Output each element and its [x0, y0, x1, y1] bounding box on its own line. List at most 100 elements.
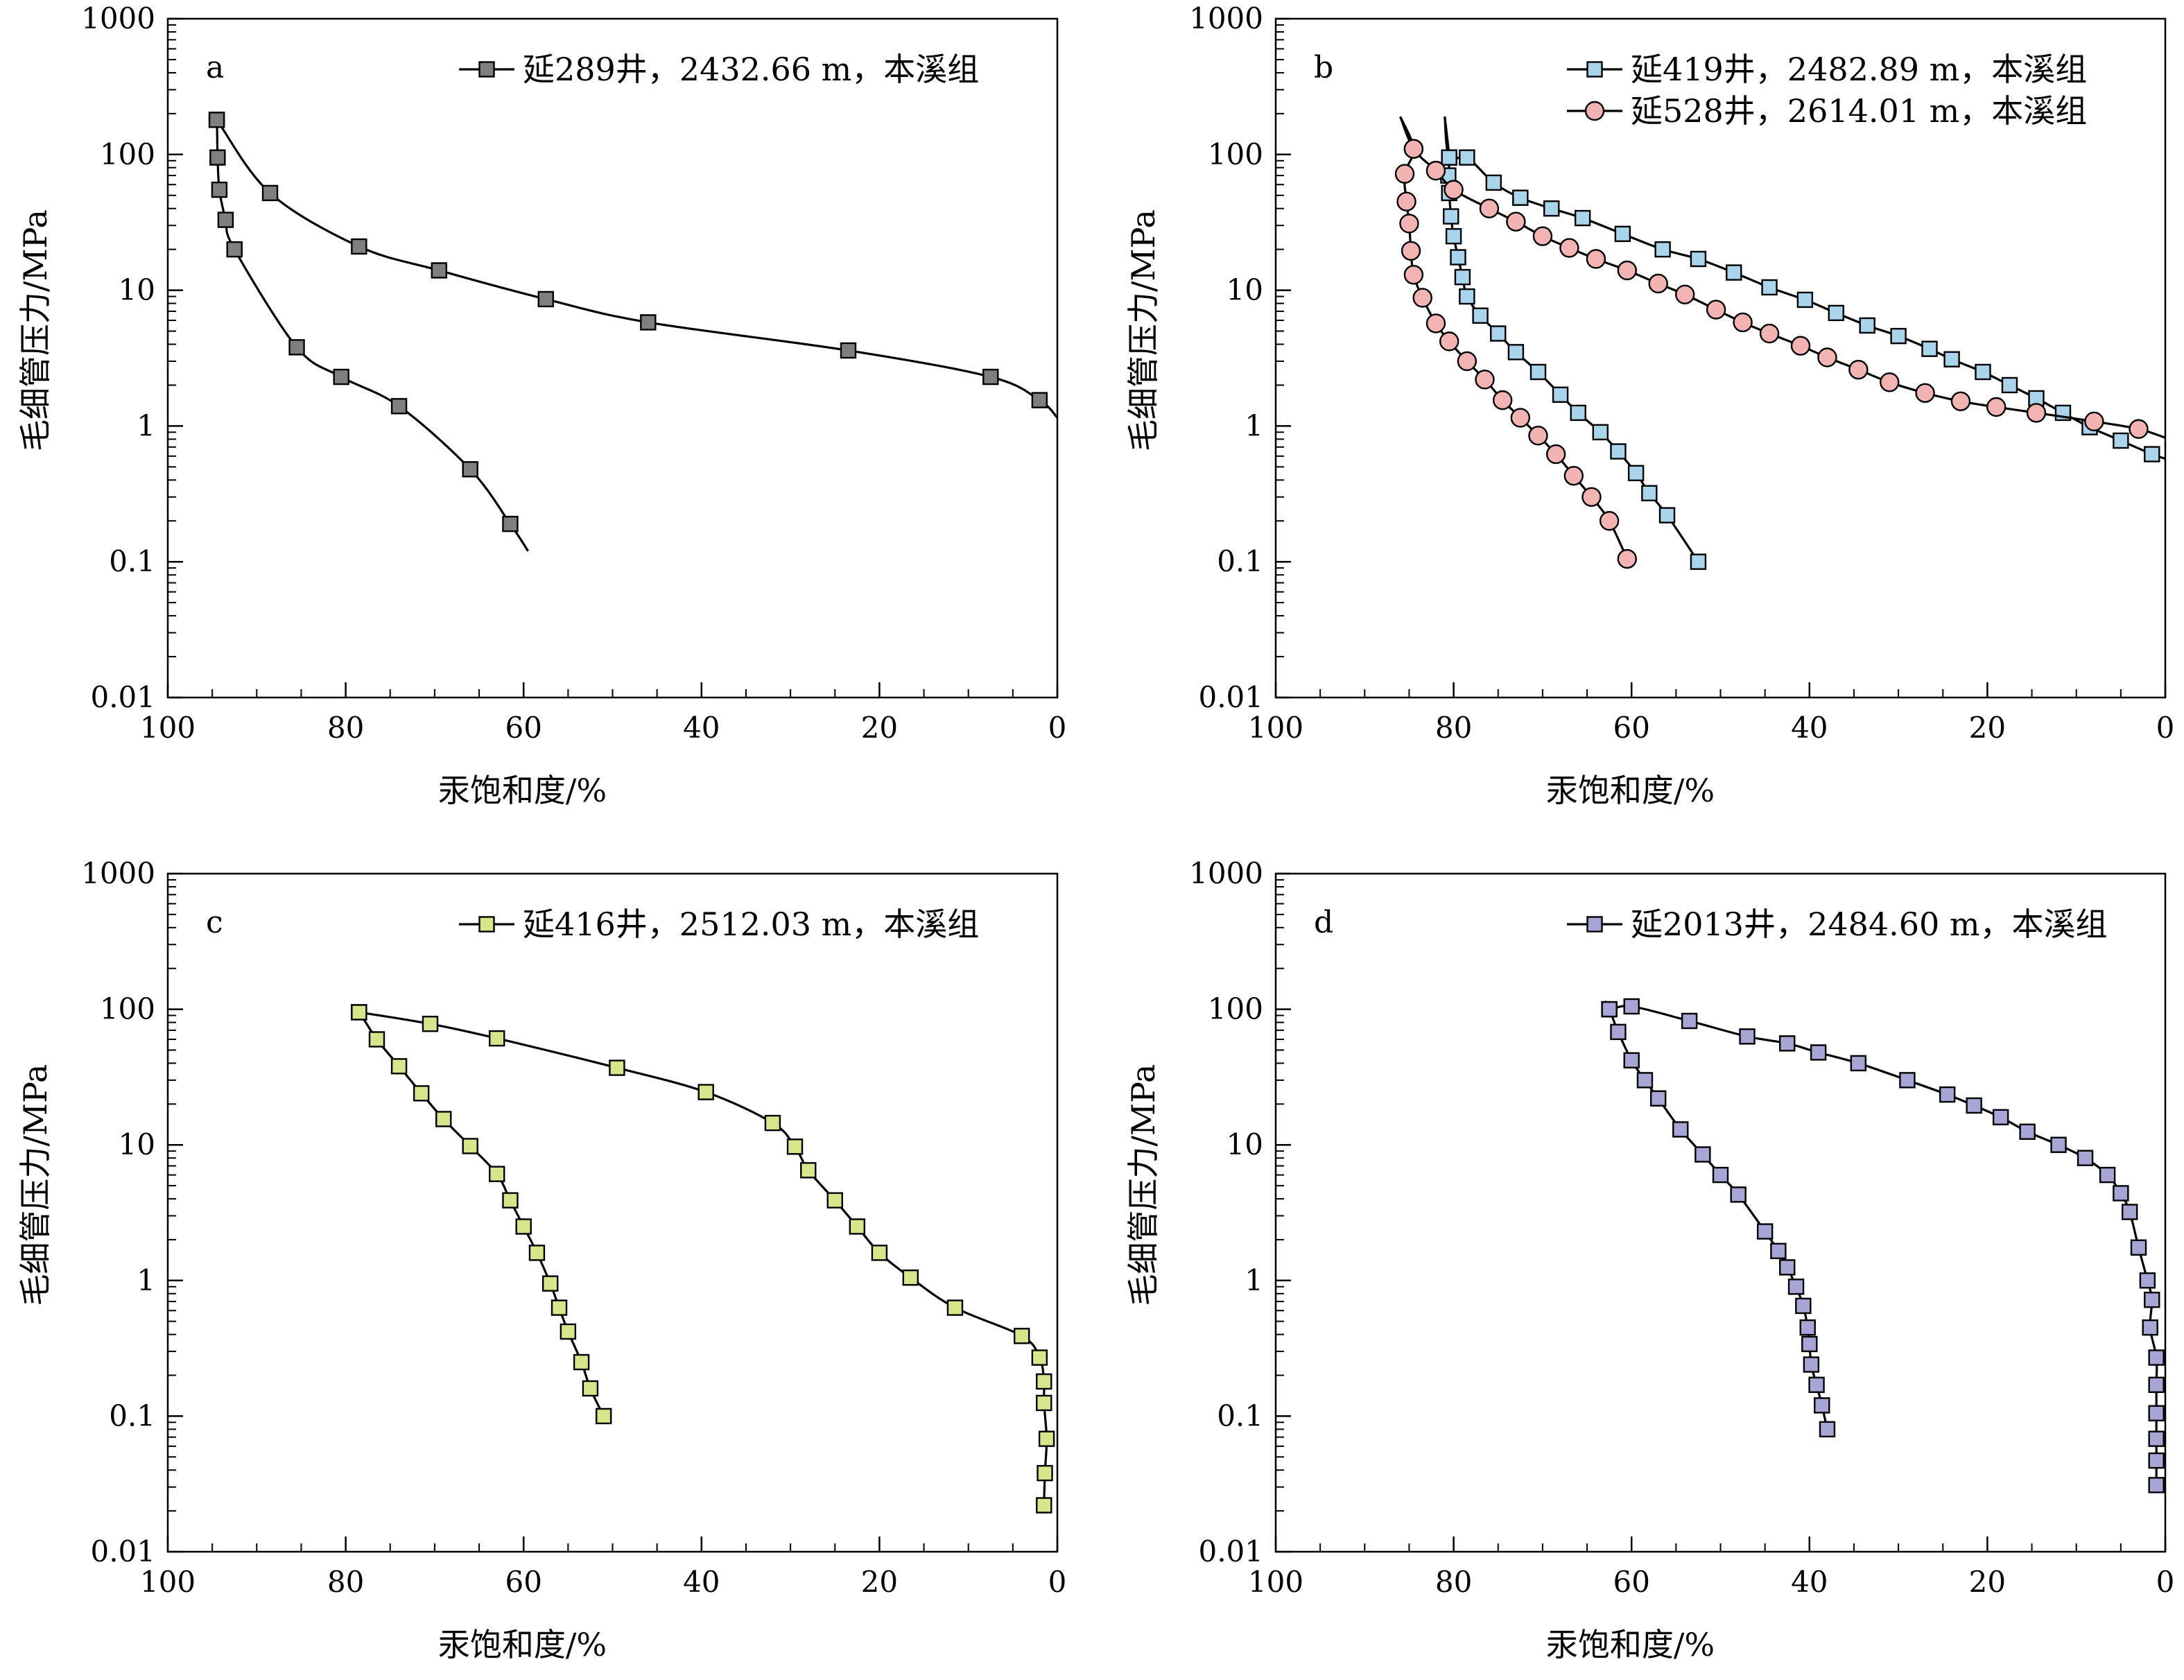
data-point: [2148, 1477, 2165, 1493]
data-point: [1444, 180, 1464, 200]
x-tick-label: 60: [505, 711, 541, 745]
y-tick-label: 1000: [1189, 1, 1263, 35]
data-area: [1394, 116, 2184, 570]
y-tick-label: 10: [119, 1127, 155, 1161]
data-point: [1795, 1297, 1812, 1315]
data-point: [800, 1162, 817, 1179]
data-area: [208, 112, 1057, 552]
data-point: [390, 1058, 408, 1075]
data-point: [1570, 404, 1586, 422]
data-point: [1674, 284, 1695, 304]
data-point: [1880, 372, 1900, 392]
panel-label: a: [206, 50, 224, 85]
data-point: [1443, 208, 1459, 225]
legend-label: 延528井，2614.01 m，本溪组: [1631, 92, 2087, 130]
data-point: [1031, 392, 1048, 408]
legend-entry: 延419井，2482.89 m，本溪组: [1567, 51, 2087, 88]
data-point: [1690, 553, 1707, 570]
data-point: [1706, 300, 1726, 320]
legend-marker: [1586, 916, 1603, 933]
legend-label: 延419井，2482.89 m，本溪组: [1631, 51, 2087, 88]
data-point: [826, 1192, 843, 1209]
data-point: [1490, 325, 1507, 342]
x-tick-label: 80: [327, 1565, 364, 1599]
data-point: [208, 112, 225, 128]
data-point: [1610, 1023, 1627, 1041]
data-point: [1425, 160, 1446, 181]
x-tick-label: 100: [140, 1565, 196, 1599]
y-tick-label: 1000: [81, 1, 155, 35]
data-point: [1403, 139, 1424, 159]
series-2: [1394, 116, 2165, 569]
x-tick-label: 100: [1248, 711, 1303, 745]
data-point: [1790, 336, 1811, 356]
y-tick-label: 100: [1208, 137, 1263, 171]
legend-entry: 延528井，2614.01 m，本溪组: [1567, 92, 2087, 130]
data-point: [1586, 249, 1606, 269]
y-tick-label: 1: [1245, 408, 1263, 442]
data-point: [1459, 288, 1475, 305]
plot-frame: [1274, 872, 2167, 1553]
data-point: [764, 1114, 781, 1132]
data-point: [1454, 268, 1471, 286]
data-point: [537, 291, 554, 308]
data-point: [2050, 1136, 2067, 1153]
data-point: [2139, 1272, 2156, 1289]
data-point: [1799, 1319, 1816, 1336]
data-point: [1574, 209, 1591, 227]
legend-entry: 延416井，2512.03 m，本溪组: [459, 906, 979, 943]
data-point: [609, 1059, 625, 1076]
x-tick-label: 20: [1969, 711, 2006, 745]
data-point: [2077, 1150, 2094, 1166]
data-point: [1690, 250, 1707, 268]
x-tick-label: 0: [2156, 1565, 2175, 1599]
data-point: [422, 1016, 439, 1032]
y-tick-label: 10: [1227, 1127, 1263, 1161]
data-point: [1512, 189, 1529, 206]
data-area: [1601, 998, 2165, 1493]
data-point: [560, 1323, 577, 1340]
data-point: [1545, 444, 1566, 465]
data-point: [1966, 1097, 1982, 1114]
data-point: [431, 262, 448, 279]
series-line: [213, 116, 529, 552]
data-point: [1459, 149, 1475, 166]
data-point: [1036, 1394, 1052, 1412]
x-tick-label: 60: [1613, 711, 1649, 745]
y-tick-label: 0.1: [109, 544, 155, 578]
data-point: [1013, 1328, 1030, 1344]
plot-frame: [166, 872, 1059, 1553]
data-point: [1475, 370, 1495, 390]
data-point: [1975, 363, 1991, 381]
data-point: [1814, 1397, 1830, 1414]
data-point: [786, 1138, 804, 1155]
data-point: [2019, 1123, 2036, 1140]
data-point: [209, 149, 226, 166]
data-point: [1036, 1373, 1052, 1390]
y-tick-label: 100: [100, 137, 155, 171]
data-point: [1617, 548, 1637, 569]
x-axis-title: 汞饱和度/%: [1546, 1626, 1715, 1663]
data-point: [946, 1299, 964, 1316]
data-point: [1681, 1012, 1698, 1030]
data-point: [2176, 460, 2184, 474]
panel-label: d: [1314, 905, 1333, 940]
x-tick-label: 60: [505, 1565, 541, 1599]
y-tick-label: 0.01: [90, 680, 155, 714]
data-point: [333, 368, 349, 386]
data-point: [2148, 1405, 2165, 1421]
data-point: [2144, 446, 2160, 462]
data-point: [1939, 1086, 1956, 1103]
data-point: [1445, 227, 1462, 245]
data-point: [288, 339, 305, 356]
data-point: [1636, 1072, 1654, 1089]
y-tick-label: 0.01: [1198, 680, 1263, 714]
series-1: [351, 1004, 1055, 1514]
data-point: [1796, 291, 1814, 309]
y-tick-label: 100: [1208, 992, 1263, 1026]
data-point: [849, 1218, 866, 1235]
y-axis-title: 毛细管压力/MPa: [1125, 209, 1162, 451]
chart-panel-d: 100 80 60 40 20 0 1000 100 10 1 0.1 0.01 汞饱和度/% 毛细管压力…: [1125, 856, 2174, 1663]
legend-entry: 延2013井，2484.60 m，本溪组: [1567, 906, 2108, 943]
